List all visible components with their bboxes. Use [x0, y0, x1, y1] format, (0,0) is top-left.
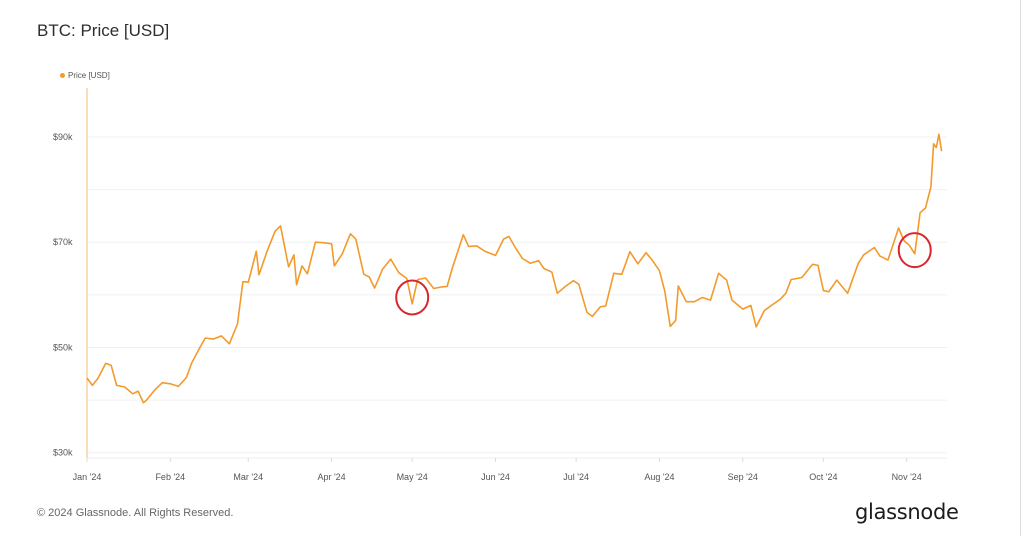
x-tick-label: Nov '24 [892, 472, 922, 482]
x-tick-label: May '24 [397, 472, 428, 482]
right-border [1020, 0, 1021, 536]
x-tick-label: Mar '24 [233, 472, 263, 482]
x-tick-label: Apr '24 [317, 472, 345, 482]
y-tick-label: $90k [53, 132, 73, 142]
x-tick-label: Aug '24 [644, 472, 674, 482]
y-tick-label: $30k [53, 448, 73, 458]
annotation-circle [897, 232, 932, 269]
legend-dot-icon [60, 73, 65, 78]
y-tick-label: $50k [53, 342, 73, 352]
glassnode-logo[interactable]: glassnode [855, 500, 959, 524]
x-tick-label: Jan '24 [73, 472, 102, 482]
x-tick-label: Oct '24 [809, 472, 837, 482]
x-tick-label: Jun '24 [481, 472, 510, 482]
x-tick-label: Sep '24 [728, 472, 758, 482]
y-tick-label: $70k [53, 237, 73, 247]
legend[interactable]: Price [USD] [60, 71, 110, 80]
x-tick-label: Jul '24 [563, 472, 589, 482]
x-tick-label: Feb '24 [155, 472, 185, 482]
annotation-circle [395, 279, 430, 316]
copyright-text: © 2024 Glassnode. All Rights Reserved. [37, 507, 234, 519]
legend-label: Price [USD] [68, 71, 110, 80]
chart-title: BTC: Price [USD] [37, 21, 170, 40]
price-series-line [86, 133, 943, 404]
